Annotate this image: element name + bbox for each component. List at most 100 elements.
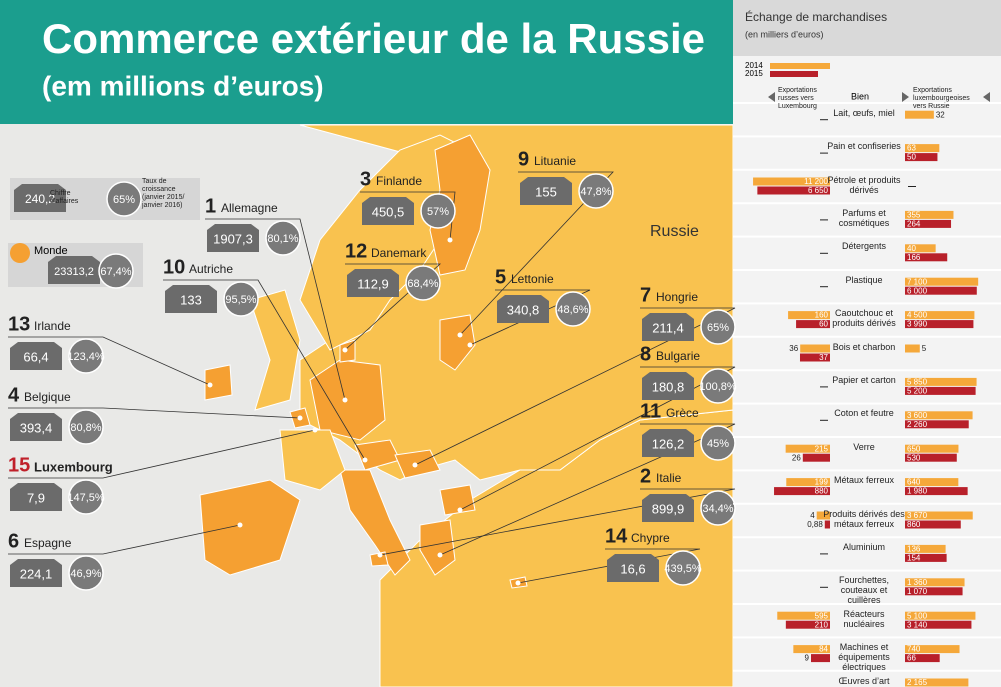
country-dot — [467, 342, 473, 348]
rank: 9 — [518, 148, 529, 170]
trade-bar — [824, 520, 830, 529]
trade-bar — [905, 544, 946, 553]
bar-label: 50 — [907, 153, 916, 162]
trade-bar — [802, 453, 830, 462]
trade-bar — [757, 186, 830, 195]
trade-bar — [905, 678, 969, 687]
trade-bar — [905, 244, 936, 253]
value-box — [642, 494, 694, 522]
value: 1907,3 — [213, 231, 253, 246]
leader-line — [344, 263, 442, 351]
country-dot — [362, 457, 368, 463]
country-dot — [342, 397, 348, 403]
rate: 65% — [707, 322, 729, 334]
globe — [10, 243, 30, 263]
rate: 65% — [113, 194, 135, 206]
trade-bar — [774, 487, 830, 496]
trade-bar — [905, 645, 960, 654]
rank: 10 — [163, 256, 185, 278]
value-box — [497, 295, 549, 323]
bar-label: 11 200 — [804, 177, 828, 186]
country-name: Finlande — [376, 174, 422, 188]
rate-circle — [700, 368, 736, 404]
product: Papier et carton — [832, 374, 896, 385]
legend-rate-label: Taux de croissance (janvier 2015/ janvie… — [142, 178, 185, 209]
value: 899,9 — [652, 501, 685, 516]
bar-label: 355 — [907, 211, 921, 220]
product: Produits dérivés des métaux ferreux — [823, 508, 905, 529]
bar-label: 37 — [819, 353, 828, 362]
rate: 45% — [707, 438, 729, 450]
rate-circle — [68, 555, 104, 591]
rank: 3 — [360, 168, 371, 190]
country-dot — [237, 522, 243, 528]
bar-label: 3 600 — [907, 411, 928, 420]
trade-bar — [905, 144, 940, 153]
country-name: Irlande — [34, 319, 71, 333]
rate: 34,4% — [702, 503, 733, 515]
bar-label: 880 — [815, 487, 829, 496]
value: 16,6 — [620, 561, 645, 576]
product: Aluminium — [842, 541, 885, 552]
bar-label: 2 165 — [907, 678, 928, 687]
value-box — [48, 256, 100, 284]
bar-label: 36 — [789, 344, 798, 353]
rate: 439,5% — [664, 563, 702, 575]
product: Fourchettes, couteaux et cuillères — [838, 575, 890, 606]
bar-label: 66 — [907, 654, 916, 663]
bar-label: 63 — [907, 144, 916, 153]
leader-line — [360, 191, 456, 241]
trade-bar — [905, 487, 968, 496]
rank: 8 — [640, 343, 651, 365]
product: Bois et charbon — [832, 341, 896, 352]
trade-bar — [905, 578, 965, 587]
trade-bar — [905, 587, 963, 596]
value: 155 — [535, 184, 557, 199]
rate: 57% — [427, 206, 449, 218]
legend-2015 — [770, 71, 818, 77]
bar-label: 5 100 — [907, 611, 928, 620]
country-name: Italie — [656, 471, 682, 485]
trade-bar — [905, 277, 979, 286]
trade-bar — [811, 654, 830, 663]
product: Plastique — [845, 274, 883, 285]
country-name: Autriche — [189, 262, 233, 276]
product-header: Bien — [851, 91, 869, 101]
trade-bar — [905, 620, 972, 629]
value-box — [607, 554, 659, 582]
product: Réacteurs nucléaires — [843, 608, 885, 629]
trade-bar — [905, 611, 976, 620]
leader-line — [8, 407, 301, 419]
leader-line — [8, 429, 316, 479]
rank: 15 — [8, 454, 30, 476]
value: 224,1 — [20, 566, 53, 581]
rate: 80,1% — [267, 233, 298, 245]
value: 66,4 — [23, 349, 48, 364]
country-dot — [457, 507, 463, 513]
product: Métaux ferreux — [833, 475, 895, 486]
rank: 6 — [8, 530, 19, 552]
rate: 48,6% — [557, 304, 588, 316]
ru-header: Exportations russes vers Luxembourg — [778, 87, 817, 110]
rate: 47,8% — [580, 186, 611, 198]
leader-line — [459, 366, 736, 511]
product: Verre — [853, 441, 875, 452]
value: 180,8 — [652, 379, 685, 394]
trade-bar — [905, 386, 976, 395]
trade-bar — [788, 311, 830, 320]
rate-circle — [265, 220, 301, 256]
country-dot — [447, 237, 453, 243]
bar-label: 3 670 — [907, 511, 928, 520]
rate: 46,9% — [70, 568, 101, 580]
rate: 95,5% — [225, 294, 256, 306]
rank: 4 — [8, 384, 20, 406]
rate-circle — [665, 550, 701, 586]
trade-bar — [753, 177, 830, 186]
country-name: Chypre — [631, 531, 670, 545]
bar-label: 199 — [815, 478, 829, 487]
country-dot — [297, 415, 303, 421]
rate-circle — [223, 281, 259, 317]
country-name: Grèce — [666, 406, 699, 420]
country-name: Lettonie — [511, 272, 554, 286]
value-box — [642, 372, 694, 400]
